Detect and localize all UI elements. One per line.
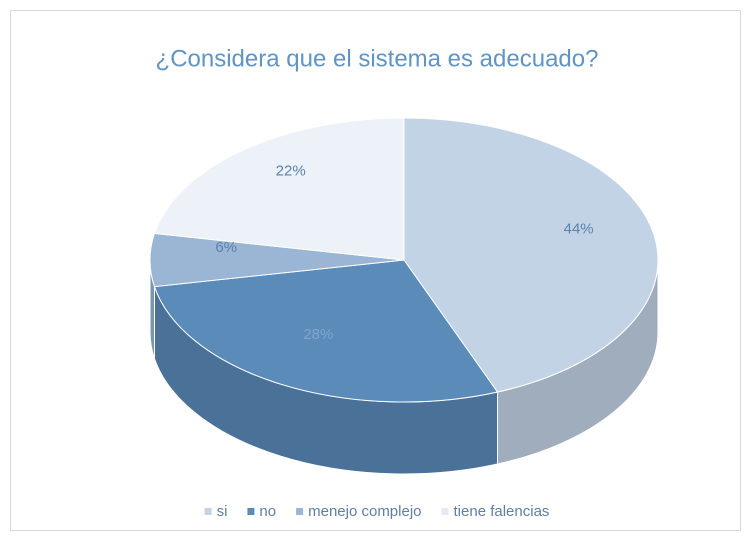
legend-item: tiene falencias [441,503,550,520]
legend-item: no [247,503,276,520]
legend-label: si [217,503,228,520]
data-label: 44% [564,220,594,237]
legend-label: menejo complejo [308,503,421,520]
legend-swatch [204,508,212,515]
data-label: 28% [303,326,333,343]
legend-item: menejo complejo [296,503,422,520]
legend-label: tiene falencias [454,503,550,520]
legend-item: si [204,503,228,520]
pie-slice [403,117,659,393]
pie-tops [149,117,659,403]
legend: si no menejo complejo tiene falencias [204,503,550,520]
data-label: 6% [215,239,237,256]
data-label: 22% [276,162,306,179]
legend-swatch [441,508,449,515]
legend-swatch [296,508,304,515]
data-labels: 44% 28% 6% 22% [215,162,593,343]
legend-label: no [259,503,276,520]
legend-swatch [247,508,255,515]
chart-title: ¿Considera que el sistema es adecuado? [156,45,599,72]
pie-slice [153,117,405,261]
pie-slice [153,259,499,403]
